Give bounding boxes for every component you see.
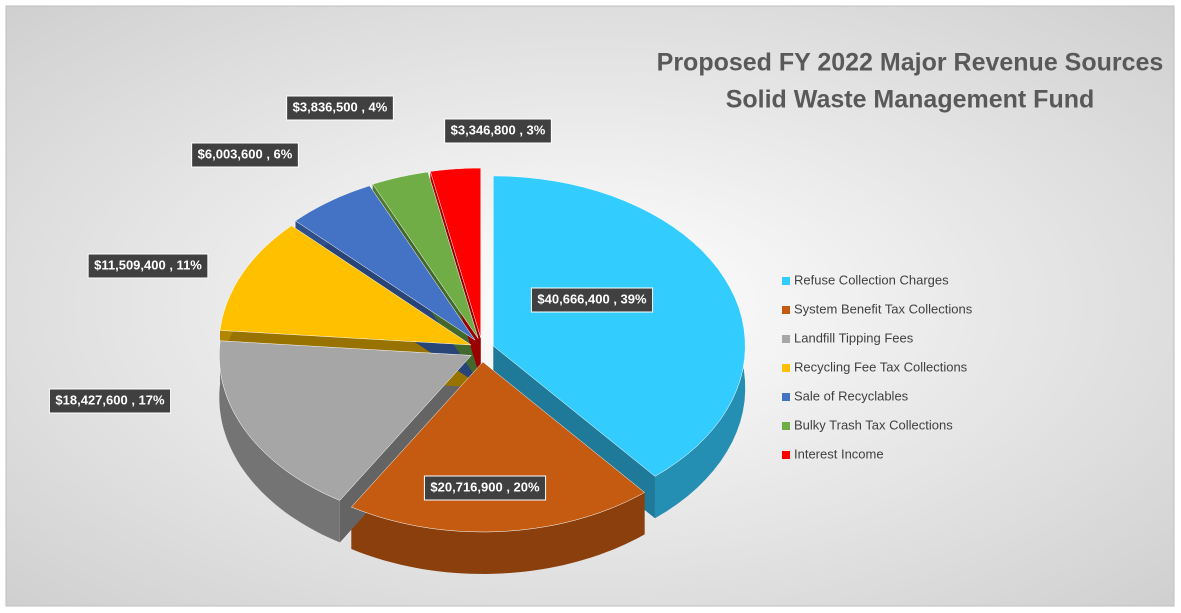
slice xyxy=(372,171,479,339)
data-label-box xyxy=(530,287,654,313)
data-label-text: $6,003,600 , 6% xyxy=(198,146,293,161)
data-label-box xyxy=(191,142,299,168)
data-label-box xyxy=(48,388,172,414)
slice xyxy=(493,175,746,477)
legend-swatch xyxy=(782,277,790,285)
data-label-text: $11,509,400 , 11% xyxy=(94,257,202,272)
data-label-text: $20,716,900 , 20% xyxy=(430,479,540,494)
chart-title: Proposed FY 2022 Major Revenue Sources xyxy=(657,49,1164,77)
data-label: $6,003,600 , 6% xyxy=(191,142,299,168)
legend-label: Sale of Recyclables xyxy=(794,388,909,403)
data-label-text: $3,346,800 , 3% xyxy=(451,122,546,137)
legend-label: Recycling Fee Tax Collections xyxy=(794,359,968,374)
data-label: $3,346,800 , 3% xyxy=(444,118,552,144)
legend-swatch xyxy=(782,422,790,430)
legend-label: Interest Income xyxy=(794,446,884,461)
slice xyxy=(219,340,472,501)
slice xyxy=(430,167,482,339)
legend-swatch xyxy=(782,364,790,372)
data-label-box xyxy=(444,118,552,144)
legend-label: Refuse Collection Charges xyxy=(794,272,949,287)
chart-subtitle: Solid Waste Management Fund xyxy=(726,86,1095,114)
data-label: $18,427,600 , 17% xyxy=(48,388,172,414)
data-label-box xyxy=(87,253,209,279)
data-label-box xyxy=(286,95,394,121)
data-label-text: $18,427,600 , 17% xyxy=(55,392,165,407)
slice-side xyxy=(219,340,340,543)
data-label-text: $40,666,400 , 39% xyxy=(537,291,647,306)
legend-label: System Benefit Tax Collections xyxy=(794,301,973,316)
legend-swatch xyxy=(782,451,790,459)
legend-label: Bulky Trash Tax Collections xyxy=(794,417,953,432)
legend-swatch xyxy=(782,306,790,314)
data-label: $11,509,400 , 11% xyxy=(87,253,209,279)
data-label: $20,716,900 , 20% xyxy=(423,475,547,501)
data-label: $3,836,500 , 4% xyxy=(286,95,394,121)
data-label-text: $3,836,500 , 4% xyxy=(293,99,388,114)
legend-swatch xyxy=(782,335,790,343)
data-label-box xyxy=(423,475,547,501)
slice xyxy=(295,185,476,341)
legend-label: Landfill Tipping Fees xyxy=(794,330,914,345)
slice xyxy=(219,225,473,346)
data-label: $40,666,400 , 39% xyxy=(530,287,654,313)
legend-swatch xyxy=(782,393,790,401)
slice-side xyxy=(351,492,645,574)
